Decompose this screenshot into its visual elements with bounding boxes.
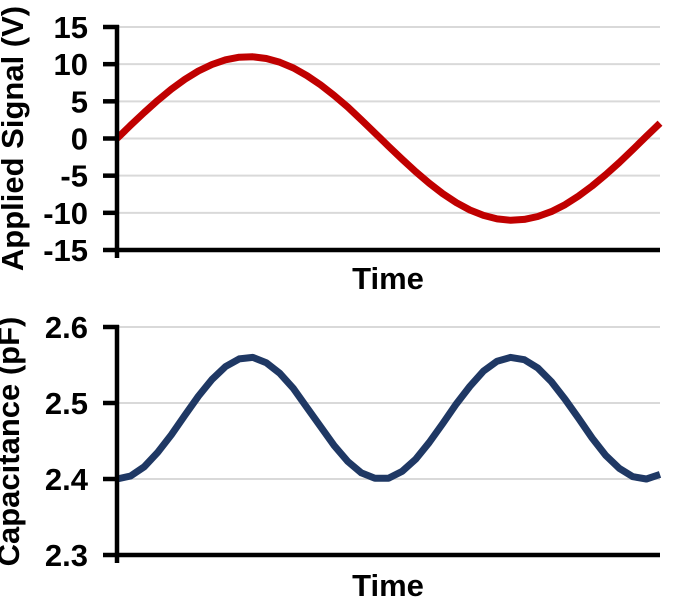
y-tick-label: 15: [54, 10, 88, 45]
y-tick-label: -10: [43, 196, 88, 231]
applied-signal-x-axis-title: Time: [352, 261, 424, 296]
y-tick-label: 10: [54, 47, 88, 82]
series-line: [114, 53, 663, 224]
y-tick-label: -5: [60, 159, 88, 194]
y-tick-label: 0: [71, 122, 88, 157]
y-tick-label: -15: [43, 233, 88, 268]
series-line: [116, 353, 662, 483]
capacitance-y-axis-title: Capacitance (pF): [0, 317, 26, 567]
y-tick-label: 2.4: [45, 462, 89, 497]
capacitance-chart: 2.6 2.5 2.4 2.3: [45, 310, 662, 573]
y-tick-label: 2.6: [45, 310, 88, 345]
y-tick-label: 5: [71, 84, 88, 119]
y-tick-label: 2.5: [45, 386, 88, 421]
applied-signal-y-axis-title: Applied Signal (V): [0, 6, 30, 271]
y-tick-label: 2.3: [45, 538, 88, 573]
capacitance-x-axis-title: Time: [352, 568, 424, 600]
